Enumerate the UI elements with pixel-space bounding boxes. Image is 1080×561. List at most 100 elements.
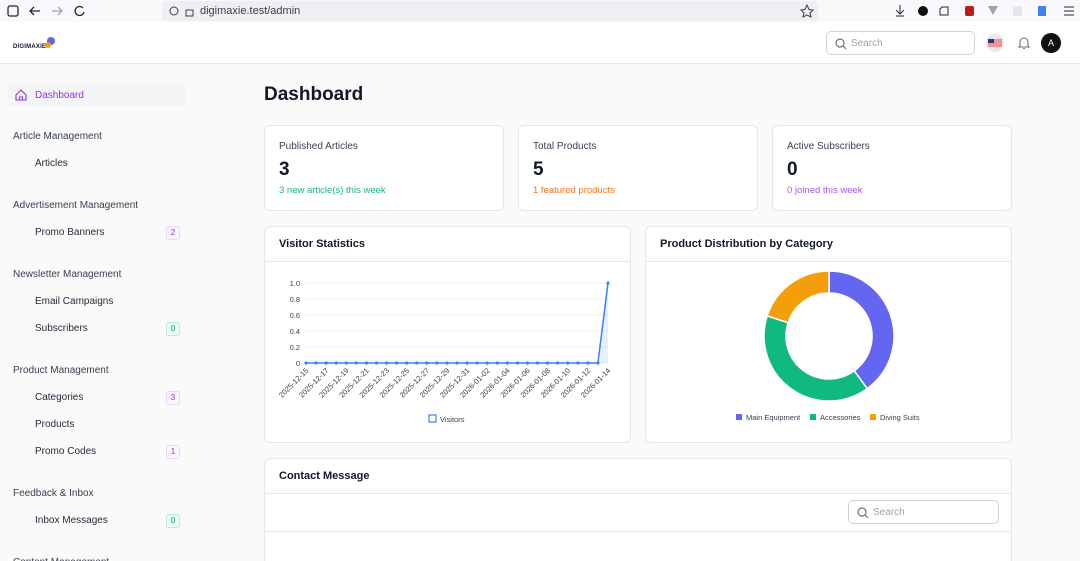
section-title: Newsletter Management bbox=[13, 269, 122, 280]
search-icon bbox=[857, 507, 869, 519]
nav-label: Articles bbox=[35, 158, 68, 169]
nav-badge: 3 bbox=[166, 391, 180, 405]
area bbox=[306, 283, 608, 363]
stat-note: 0 joined this week bbox=[787, 185, 863, 196]
search-icon bbox=[835, 38, 847, 50]
stat-note: 1 featured products bbox=[533, 185, 615, 196]
donut-slice bbox=[763, 314, 869, 402]
page-title: Dashboard bbox=[264, 84, 364, 105]
stat-label: Active Subscribers bbox=[787, 141, 870, 152]
section-title: Feedback & Inbox bbox=[13, 488, 94, 499]
point bbox=[475, 361, 479, 365]
url: digimaxie.test/admin bbox=[200, 5, 301, 17]
nav-item[interactable]: Promo Codes 1 bbox=[8, 440, 185, 462]
point bbox=[425, 361, 429, 365]
active-nav-item[interactable]: Dashboard bbox=[8, 83, 185, 106]
nav-label: Dashboard bbox=[35, 90, 84, 101]
point bbox=[334, 361, 338, 365]
legend-swatch bbox=[810, 414, 816, 420]
point bbox=[586, 361, 590, 365]
donut-slice bbox=[828, 270, 895, 390]
line bbox=[306, 282, 609, 364]
nav-item[interactable]: Categories 3 bbox=[8, 386, 185, 408]
stat-value: 3 bbox=[279, 159, 290, 180]
y-tick-label: 0.8 bbox=[290, 295, 300, 304]
stat-value: 0 bbox=[787, 159, 798, 180]
legend-label: Accessories bbox=[820, 413, 861, 422]
card-title: Visitor Statistics bbox=[279, 238, 365, 250]
nav-buttons[interactable] bbox=[0, 0, 160, 22]
point bbox=[525, 361, 530, 365]
y-tick-label: 1.0 bbox=[290, 279, 300, 288]
point bbox=[314, 361, 318, 365]
point bbox=[535, 361, 540, 365]
visitor-card: Visitor Statistics 0 0.2 0.4 0.6 0.8 1.0 2025-… bbox=[264, 226, 631, 443]
search-placeholder: Search bbox=[873, 507, 905, 518]
section-title: Article Management bbox=[13, 131, 102, 142]
nav-badge: 0 bbox=[166, 322, 180, 336]
nav-item[interactable]: Email Campaigns bbox=[8, 290, 185, 312]
point bbox=[304, 361, 308, 365]
nav-label: Inbox Messages bbox=[35, 515, 108, 526]
legend-label: Visitors bbox=[440, 415, 465, 424]
point bbox=[374, 361, 379, 365]
logo-mark bbox=[45, 37, 55, 48]
nav-label: Promo Codes bbox=[35, 446, 97, 457]
sidebar: Dashboard Article Management Articles Adve… bbox=[0, 63, 200, 561]
nav-item[interactable]: Subscribers 0 bbox=[8, 317, 185, 339]
contact-search[interactable]: Search bbox=[848, 500, 999, 524]
notifications[interactable] bbox=[1017, 36, 1031, 50]
nav-item[interactable]: Products bbox=[8, 413, 185, 435]
nav-label: Email Campaigns bbox=[35, 296, 114, 307]
app-header: DIGIMAXIE Search A bbox=[0, 22, 1080, 64]
category-card: Product Distribution by Category Main Eq… bbox=[645, 226, 1012, 443]
point bbox=[445, 361, 449, 365]
point bbox=[405, 361, 409, 365]
point bbox=[395, 361, 399, 365]
nav-label: Subscribers bbox=[35, 323, 88, 334]
nav-item[interactable]: Inbox Messages 0 bbox=[8, 509, 185, 531]
nav-item[interactable]: Promo Banners 2 bbox=[8, 221, 185, 243]
card-title: Contact Message bbox=[279, 470, 370, 482]
donut-chart: Main Equipment Accessories Diving Suits bbox=[736, 270, 920, 422]
nav-badge: 0 bbox=[166, 514, 180, 528]
point bbox=[576, 361, 580, 365]
point bbox=[465, 361, 469, 365]
point bbox=[455, 361, 459, 365]
point bbox=[344, 361, 348, 365]
stat-label: Total Products bbox=[533, 141, 597, 152]
point bbox=[415, 361, 419, 365]
browser-toolbar: digimaxie.test/admin bbox=[0, 0, 1080, 23]
legend-swatch bbox=[736, 414, 742, 420]
section-title: Product Management bbox=[13, 365, 109, 376]
stat-card: Total Products 5 1 featured products bbox=[518, 125, 758, 211]
point bbox=[556, 361, 560, 365]
avatar[interactable]: A bbox=[1041, 33, 1061, 53]
point bbox=[364, 361, 368, 365]
address-bar[interactable]: digimaxie.test/admin bbox=[162, 1, 818, 21]
nav-item[interactable]: Articles bbox=[8, 152, 185, 174]
legend-swatch bbox=[870, 414, 876, 420]
legend-label: Main Equipment bbox=[746, 413, 801, 422]
stat-card: Active Subscribers 0 0 joined this week bbox=[772, 125, 1012, 211]
point bbox=[606, 281, 610, 285]
divider bbox=[265, 261, 630, 262]
bookmark-star[interactable] bbox=[800, 4, 814, 18]
divider bbox=[265, 493, 1011, 494]
browser-extensions[interactable] bbox=[890, 0, 1080, 22]
card-title: Product Distribution by Category bbox=[660, 238, 833, 250]
language-flag[interactable] bbox=[984, 33, 1006, 53]
nav-badge: 2 bbox=[166, 226, 180, 240]
point bbox=[515, 361, 519, 365]
point bbox=[324, 361, 328, 365]
divider bbox=[646, 261, 1011, 262]
y-tick-label: 0.2 bbox=[290, 343, 300, 352]
search-box[interactable]: Search bbox=[826, 31, 975, 55]
stat-value: 5 bbox=[533, 159, 544, 180]
section-title: Content Management bbox=[13, 557, 109, 561]
point bbox=[505, 361, 509, 365]
logo[interactable]: DIGIMAXIE bbox=[13, 44, 47, 50]
stat-card: Published Articles 3 3 new article(s) this… bbox=[264, 125, 504, 211]
y-tick-label: 0.4 bbox=[290, 327, 300, 336]
